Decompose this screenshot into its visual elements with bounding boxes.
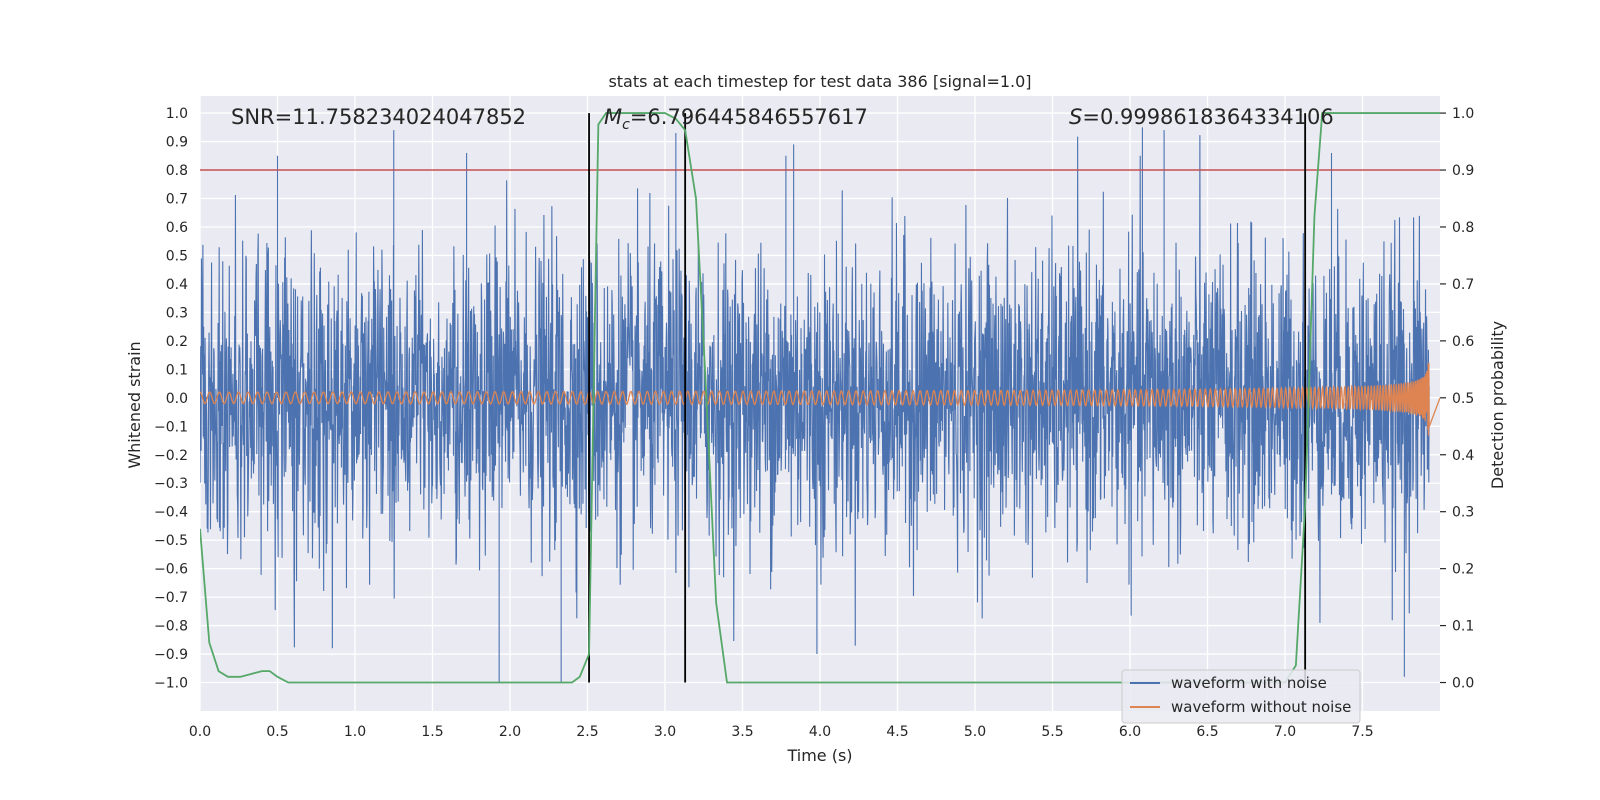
y-left-axis-label: Whitened strain [125, 341, 144, 468]
x-tick-label: 6.5 [1196, 724, 1218, 740]
s-symbol: S [1069, 105, 1082, 129]
y-left-tick-label: −0.8 [154, 619, 188, 635]
y-right-tick-label: 0.9 [1452, 163, 1474, 179]
y-right-tick-label: 0.5 [1452, 391, 1474, 407]
x-axis-label: Time (s) [786, 746, 852, 765]
mc-annotation: Mc=6.796445846557617 [604, 105, 868, 133]
y-left-tick-label: −0.1 [154, 419, 188, 435]
series-waveform-without-noise [200, 362, 1440, 436]
y-right-tick-label: 0.1 [1452, 619, 1474, 635]
y-left-tick-label: 0.4 [166, 277, 188, 293]
legend-box [1121, 669, 1361, 724]
mc-subscript: c [622, 117, 630, 133]
y-left-tick-label: 1.0 [166, 106, 188, 122]
s-annotation: S=0.9998618364334106 [1069, 105, 1334, 129]
x-axis-ticks: 0.0 0.5 1.0 1.5 2.0 2.5 3.0 3.5 4.0 4.5 5.0 5.5 6.0 6… [189, 724, 1374, 740]
x-tick-label: 3.5 [731, 724, 753, 740]
y-right-tick-label: 0.6 [1452, 334, 1474, 350]
x-tick-label: 2.5 [576, 724, 598, 740]
y-left-tick-label: −0.2 [154, 448, 188, 464]
x-tick-label: 2.0 [499, 724, 521, 740]
y-left-tick-label: −0.4 [154, 505, 188, 521]
mc-value: =6.796445846557617 [630, 105, 868, 129]
legend-label-waveform-with-noise: waveform with noise [1171, 674, 1327, 692]
y-left-tick-label: 0.9 [166, 135, 188, 151]
x-tick-label: 0.0 [189, 724, 211, 740]
y-left-tick-label: −1.0 [154, 676, 188, 692]
legend-label-waveform-without-noise: waveform without noise [1171, 698, 1351, 716]
y-left-tick-label: −0.9 [154, 647, 188, 663]
y-left-tick-label: 0.0 [166, 391, 188, 407]
y-left-tick-label: −0.5 [154, 533, 188, 549]
x-tick-label: 7.0 [1274, 724, 1296, 740]
x-tick-label: 1.5 [421, 724, 443, 740]
x-tick-label: 6.0 [1119, 724, 1141, 740]
y-left-tick-label: −0.7 [154, 590, 188, 606]
vertical-lines [588, 113, 1307, 683]
x-tick-label: 7.5 [1351, 724, 1373, 740]
y-left-tick-label: 0.3 [166, 305, 188, 321]
legend: waveform with noise waveform without noi… [1121, 669, 1361, 724]
y-left-tick-label: 0.2 [166, 334, 188, 350]
x-tick-label: 5.5 [1041, 724, 1063, 740]
y-right-tick-label: 0.0 [1452, 676, 1474, 692]
y-right-tick-label: 0.4 [1452, 448, 1474, 464]
x-tick-label: 4.5 [886, 724, 908, 740]
x-tick-label: 3.0 [654, 724, 676, 740]
y-left-tick-label: 0.8 [166, 163, 188, 179]
x-tick-label: 5.0 [964, 724, 986, 740]
y-right-tick-label: 0.3 [1452, 505, 1474, 521]
y-right-tick-label: 1.0 [1452, 106, 1474, 122]
y-left-axis-ticks: −1.0 −0.9 −0.8 −0.7 −0.6 −0.5 −0.4 −0.3 −0.2 −0.1… [154, 106, 188, 691]
x-tick-label: 1.0 [344, 724, 366, 740]
y-left-tick-label: 0.5 [166, 248, 188, 264]
snr-annotation: SNR=11.758234024047852 [231, 105, 526, 129]
y-left-tick-label: 0.1 [166, 362, 188, 378]
y-left-tick-label: 0.7 [166, 192, 188, 208]
mc-symbol: M [604, 105, 622, 129]
chart-title: stats at each timestep for test data 386… [608, 72, 1031, 91]
x-tick-label: 4.0 [809, 724, 831, 740]
y-left-tick-label: −0.3 [154, 476, 188, 492]
s-value: =0.9998618364334106 [1082, 105, 1333, 129]
y-right-axis-label: Detection probability [1488, 321, 1507, 489]
x-tick-label: 0.5 [266, 724, 288, 740]
y-right-tick-label: 0.8 [1452, 220, 1474, 236]
y-right-axis-ticks: 0.0 0.1 0.2 0.3 0.4 0.5 0.6 0.7 0.8 0.9 1.0 [1440, 106, 1474, 692]
y-left-tick-label: 0.6 [166, 220, 188, 236]
y-left-tick-label: −0.6 [154, 562, 188, 578]
y-right-tick-label: 0.2 [1452, 562, 1474, 578]
y-right-tick-label: 0.7 [1452, 277, 1474, 293]
